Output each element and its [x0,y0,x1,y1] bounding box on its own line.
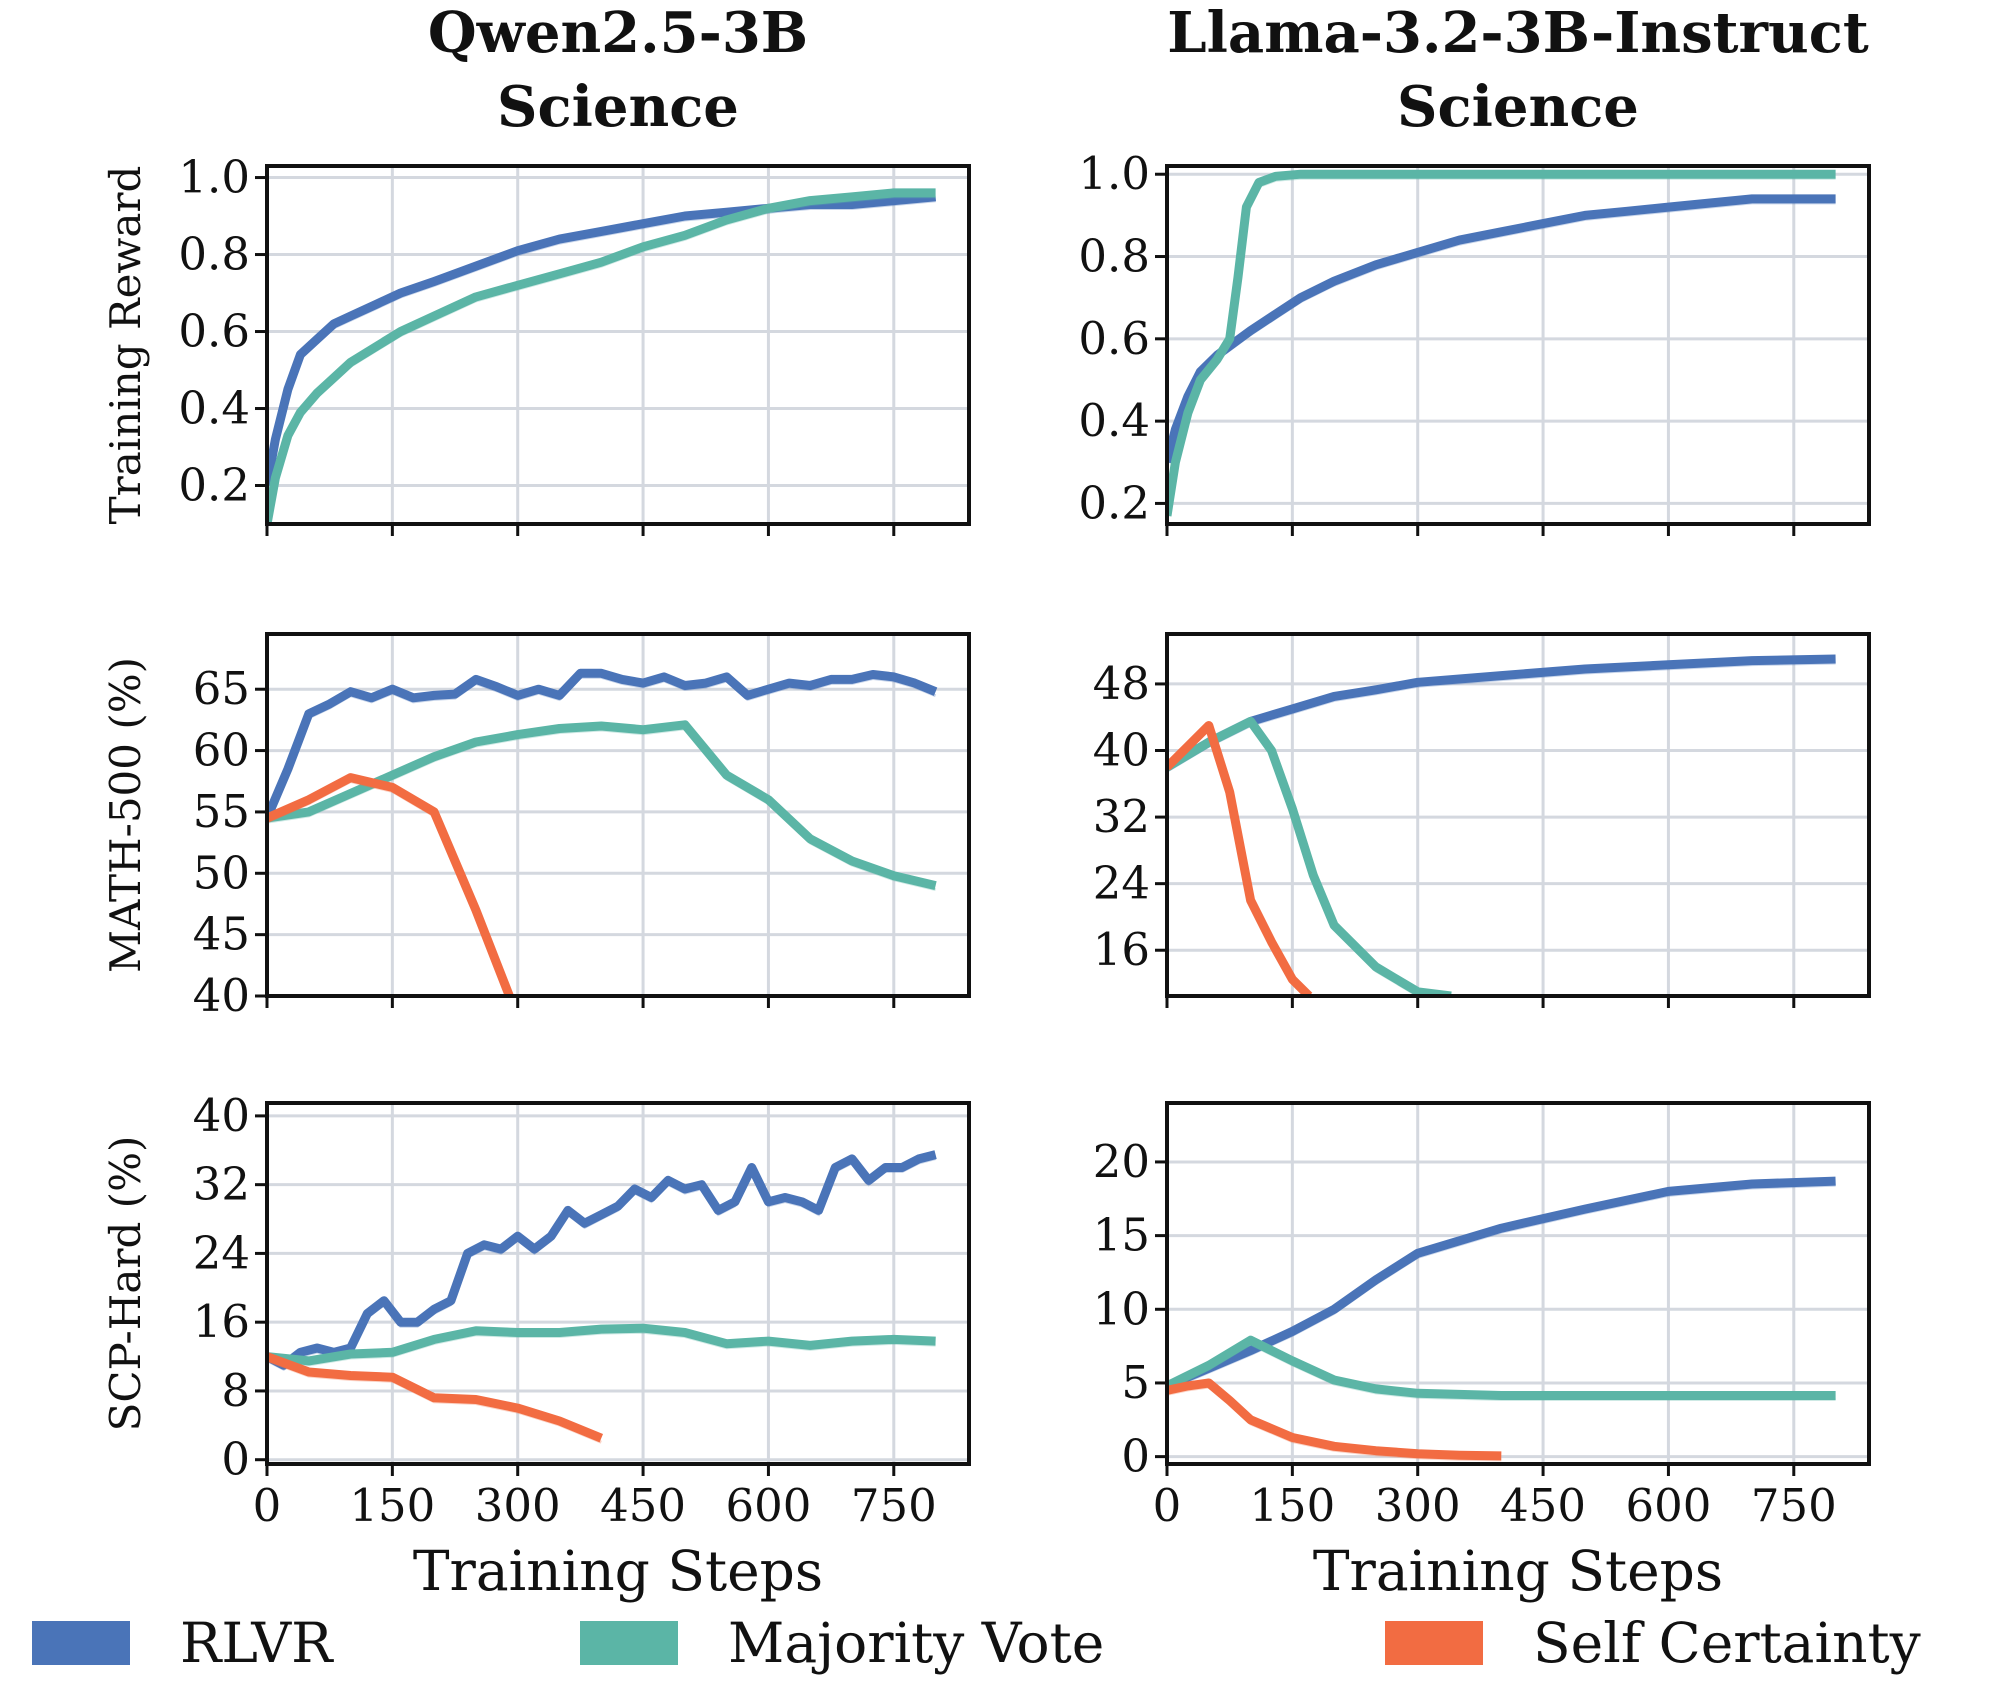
series-line-majority-vote [1167,1335,1836,1400]
legend: RLVR Majority Vote Self Certainty [32,1611,1921,1675]
series-line-self-certainty [1167,1378,1502,1461]
axes-frame [265,164,971,526]
y-tick-label: 1.0 [1078,147,1150,200]
x-axis-label-right: Training Steps [1313,1539,1723,1603]
y-tick-label: 40 [193,969,250,1022]
x-tick-label: 600 [1625,1479,1711,1532]
x-tick-label: 750 [1751,1479,1837,1532]
series-raw-majority-vote [267,195,936,524]
x-tick-label: 0 [1153,1479,1182,1532]
y-tick-label: 5 [1121,1356,1150,1409]
y-tick-label: 45 [193,908,250,961]
legend-label-rlvr: RLVR [180,1611,334,1675]
legend-swatch-majority-vote [580,1621,678,1665]
series-line-rlvr [267,192,937,487]
y-tick-label: 55 [193,785,250,838]
y-tick-label: 16 [193,1295,250,1348]
legend-swatch-rlvr [32,1621,130,1665]
y-tick-label: 0.6 [1078,312,1150,365]
x-tick-label: 150 [1249,1479,1335,1532]
axes-frame [1165,1101,1871,1466]
y-tick-label: 60 [193,724,250,777]
x-tick-label: 150 [349,1479,435,1532]
series-raw-rlvr [267,199,936,490]
y-tick-label: 16 [1093,923,1150,976]
panel-2: 40 45 50 55 60 65 MATH-500 (%) [101,632,971,1022]
axes-frame [265,1101,971,1466]
y-tick-label: 0.8 [1078,230,1150,283]
axes-frame [1165,164,1871,526]
series-line-self-certainty [267,1352,604,1443]
y-tick-label: 10 [1093,1282,1150,1335]
y-tick-label: 0.2 [1078,476,1150,529]
series-line-majority-vote [1167,716,1452,996]
series-raw-majority-vote [267,1330,936,1367]
series-line-self-certainty [1167,721,1313,996]
series-line-rlvr [267,668,938,820]
y-tick-label: 0.6 [178,305,250,358]
x-tick-label: 300 [475,1479,561,1532]
panel-1: 0.2 0.4 0.6 0.8 1.0 [1078,147,1871,536]
x-tick-label: 450 [600,1479,686,1532]
x-tick-label: 0 [253,1479,282,1532]
series-line-rlvr [267,1150,937,1370]
y-tick-label: 0 [1121,1430,1150,1483]
col-title-left-line1: Qwen2.5-3B [428,0,808,66]
panel-4: 0 150 300 450 600 750 0 8 16 24 32 40 SCP-Hard (%) [101,1089,971,1532]
panel-0: 0.2 0.4 0.6 0.8 1.0 Training Reward [101,151,971,536]
series-line-majority-vote [267,720,937,890]
legend-label-self-certainty: Self Certainty [1533,1611,1921,1675]
series-line-majority-vote [267,188,936,524]
x-axis-label-left: Training Steps [413,1539,823,1603]
y-tick-label: 20 [1093,1135,1150,1188]
y-tick-label: 0.4 [178,382,250,435]
y-tick-label: 48 [1093,657,1150,710]
y-axis-label: MATH-500 (%) [101,657,150,973]
y-tick-label: 0.8 [178,228,250,281]
y-tick-label: 32 [1093,790,1150,843]
series-raw-rlvr [1167,1183,1836,1392]
y-tick-label: 40 [1093,724,1150,777]
y-axis-label: SCP-Hard (%) [101,1136,150,1432]
y-tick-label: 0.4 [1078,394,1150,447]
series-line-rlvr [1167,1176,1836,1391]
y-tick-label: 24 [193,1226,250,1279]
x-tick-label: 600 [725,1479,811,1532]
series-raw-rlvr [1167,201,1836,467]
axes-frame [1165,632,1871,998]
y-tick-label: 0.2 [178,459,250,512]
series-raw-majority-vote [267,727,936,892]
series-line-rlvr [1167,194,1836,464]
y-tick-label: 15 [1093,1209,1150,1262]
y-tick-label: 40 [193,1089,250,1142]
y-tick-label: 24 [1093,857,1150,910]
y-tick-label: 50 [193,846,250,899]
y-tick-label: 1.0 [178,151,250,204]
y-tick-label: 32 [193,1158,250,1211]
col-title-right-line2: Science [1397,74,1639,140]
series-line-self-certainty [267,773,514,996]
legend-label-majority-vote: Majority Vote [728,1611,1104,1675]
series-line-majority-vote [1167,169,1836,517]
series-raw-rlvr [267,1157,936,1371]
series-line-majority-vote [267,1323,936,1366]
panel-3: 16 24 32 40 48 [1093,632,1871,1008]
panel-5: 0 150 300 450 600 750 0 5 10 15 20 [1093,1101,1871,1532]
legend-swatch-self-certainty [1385,1621,1483,1665]
axes-frame [265,632,971,998]
col-title-left-line2: Science [497,74,739,140]
x-tick-label: 450 [1500,1479,1586,1532]
x-tick-label: 300 [1375,1479,1461,1532]
y-axis-label: Training Reward [101,166,150,525]
y-tick-label: 65 [193,662,250,715]
x-tick-label: 750 [851,1479,937,1532]
y-tick-label: 8 [221,1364,250,1417]
col-title-right-line1: Llama-3.2-3B-Instruct [1167,0,1869,66]
series-raw-self-certainty [1167,726,1308,996]
y-tick-label: 0 [221,1433,250,1486]
